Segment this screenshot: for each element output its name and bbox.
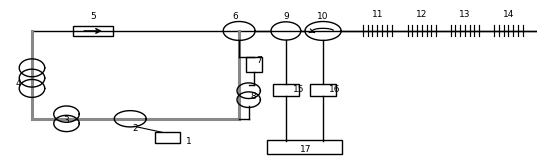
Bar — [73, 26, 113, 36]
Text: 16: 16 — [329, 85, 340, 94]
Text: 14: 14 — [504, 10, 515, 19]
Bar — [246, 57, 262, 72]
Text: 11: 11 — [371, 10, 383, 19]
Text: 5: 5 — [90, 12, 96, 21]
Text: 15: 15 — [293, 85, 305, 94]
Bar — [267, 140, 341, 154]
Text: 1: 1 — [186, 137, 191, 146]
Text: 3: 3 — [63, 116, 69, 125]
Text: 10: 10 — [317, 12, 329, 21]
Text: 6: 6 — [232, 12, 238, 21]
Text: 4: 4 — [16, 79, 22, 87]
Bar — [154, 132, 180, 143]
Text: 8: 8 — [250, 91, 256, 101]
Text: 9: 9 — [283, 12, 289, 21]
Text: 17: 17 — [300, 145, 311, 154]
Text: 13: 13 — [459, 10, 470, 19]
Text: 7: 7 — [256, 56, 262, 65]
Text: 12: 12 — [416, 10, 427, 19]
Bar — [311, 84, 336, 96]
Bar — [273, 84, 299, 96]
Text: 2: 2 — [133, 124, 138, 133]
